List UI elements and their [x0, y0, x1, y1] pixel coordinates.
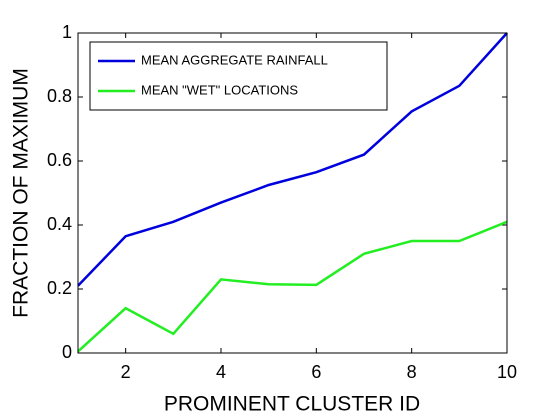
legend-box [89, 41, 388, 111]
y-tick-label: 1 [62, 22, 72, 42]
legend-label: MEAN AGGREGATE RAINFALL [141, 52, 328, 67]
x-tick-label: 2 [121, 362, 131, 382]
y-axis-label: FRACTION OF MAXIMUM [10, 68, 33, 318]
y-tick-label: 0.8 [47, 86, 72, 106]
data-line [77, 220, 508, 353]
x-tick-label: 4 [216, 362, 226, 382]
x-tick-label: 6 [311, 362, 321, 382]
x-tick-label: 8 [407, 362, 417, 382]
data-line [77, 32, 508, 287]
y-tick-label: 0.4 [47, 214, 72, 234]
y-tick-label: 0.6 [47, 150, 72, 170]
x-axis-label: PROMINENT CLUSTER ID [164, 393, 420, 416]
x-tick-label: 10 [497, 362, 517, 382]
y-tick-label: 0.2 [47, 278, 72, 298]
plot-frame [77, 32, 508, 354]
y-tick-label: 0 [62, 342, 72, 362]
legend-label: MEAN "WET" LOCATIONS [141, 82, 298, 97]
